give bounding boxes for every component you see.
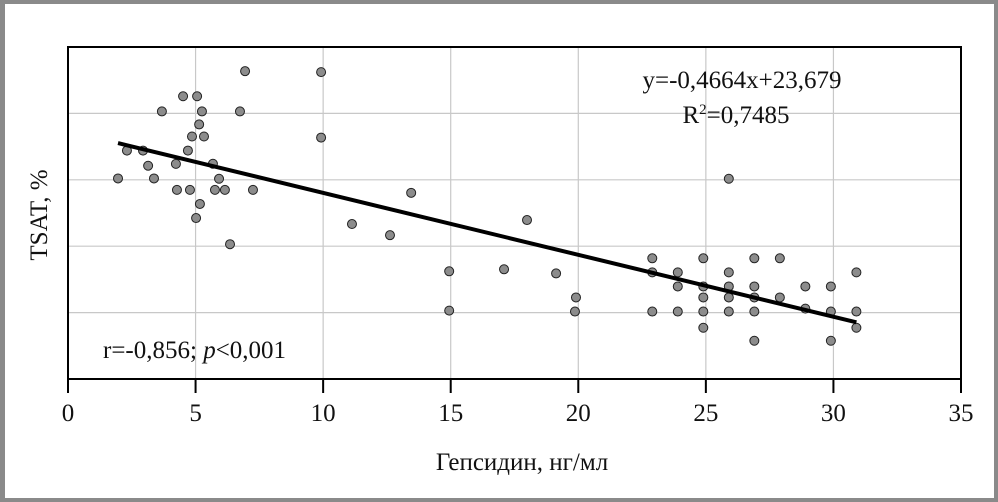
r-squared: R2=0,7485 <box>682 102 789 129</box>
data-point <box>194 119 205 130</box>
r-squared-prefix: R <box>682 102 699 129</box>
data-point <box>723 292 734 303</box>
data-point <box>384 230 395 241</box>
data-point <box>551 268 562 279</box>
data-point <box>209 184 220 195</box>
data-point <box>698 253 709 264</box>
data-point <box>522 215 533 226</box>
data-point <box>234 106 245 117</box>
data-point <box>749 335 760 346</box>
trend-line <box>117 141 857 325</box>
plot-area-border <box>67 46 962 380</box>
r-squared-sup: 2 <box>699 102 707 118</box>
data-point <box>825 281 836 292</box>
data-point <box>182 145 193 156</box>
correlation-r: r=-0,856; <box>103 337 203 364</box>
data-point <box>225 239 236 250</box>
data-point <box>672 281 683 292</box>
data-point <box>178 91 189 102</box>
grid-lines <box>68 47 961 379</box>
x-tick-label: 30 <box>821 400 846 427</box>
data-point <box>569 306 580 317</box>
data-point <box>316 67 327 78</box>
data-point <box>672 306 683 317</box>
x-tick-label: 5 <box>189 400 202 427</box>
r-squared-value: =0,7485 <box>707 102 790 129</box>
data-point <box>214 173 225 184</box>
data-point <box>698 322 709 333</box>
data-point <box>444 266 455 277</box>
data-point <box>316 132 327 143</box>
x-tick-label: 25 <box>693 400 718 427</box>
data-point <box>192 91 203 102</box>
data-point <box>749 306 760 317</box>
data-point <box>647 253 658 264</box>
data-point <box>186 131 197 142</box>
data-point <box>406 187 417 198</box>
data-point <box>184 184 195 195</box>
data-point <box>194 198 205 209</box>
data-point <box>698 306 709 317</box>
data-point <box>851 267 862 278</box>
data-point <box>851 322 862 333</box>
x-axis-ticks: 0 5 10 15 20 25 30 35 <box>62 379 974 427</box>
data-point <box>113 173 124 184</box>
x-tick-label: 10 <box>311 400 336 427</box>
data-point <box>346 219 357 230</box>
data-point <box>825 335 836 346</box>
data-point <box>749 281 760 292</box>
data-point <box>198 131 209 142</box>
data-point <box>851 306 862 317</box>
x-tick-label: 15 <box>438 400 463 427</box>
data-point <box>219 184 230 195</box>
data-point <box>156 106 167 117</box>
correlation-p-value: <0,001 <box>216 337 286 364</box>
x-tick-label: 0 <box>62 400 75 427</box>
data-point <box>240 66 251 77</box>
data-point <box>800 281 811 292</box>
x-tick-label: 20 <box>566 400 591 427</box>
correlation-p-symbol: p <box>201 337 216 364</box>
data-point <box>499 264 510 275</box>
data-point <box>723 267 734 278</box>
data-point <box>723 173 734 184</box>
data-point <box>774 253 785 264</box>
data-point <box>672 267 683 278</box>
data-point <box>723 306 734 317</box>
data-point <box>191 213 202 224</box>
data-point <box>749 253 760 264</box>
regression-equation: y=-0,4664x+23,679 <box>642 67 841 94</box>
data-point <box>247 184 258 195</box>
x-tick-label: 35 <box>949 400 974 427</box>
data-point <box>171 184 182 195</box>
y-axis-title: TSAT, % <box>26 169 53 260</box>
data-point <box>774 292 785 303</box>
x-axis-title: Гепсидин, нг/мл <box>436 449 608 476</box>
data-point <box>444 305 455 316</box>
data-point <box>570 292 581 303</box>
data-point <box>647 306 658 317</box>
data-point <box>148 173 159 184</box>
data-point <box>170 158 181 169</box>
data-point <box>698 292 709 303</box>
data-point <box>196 106 207 117</box>
data-point <box>143 160 154 171</box>
correlation-label: r=-0,856; p<0,001 <box>103 337 286 364</box>
